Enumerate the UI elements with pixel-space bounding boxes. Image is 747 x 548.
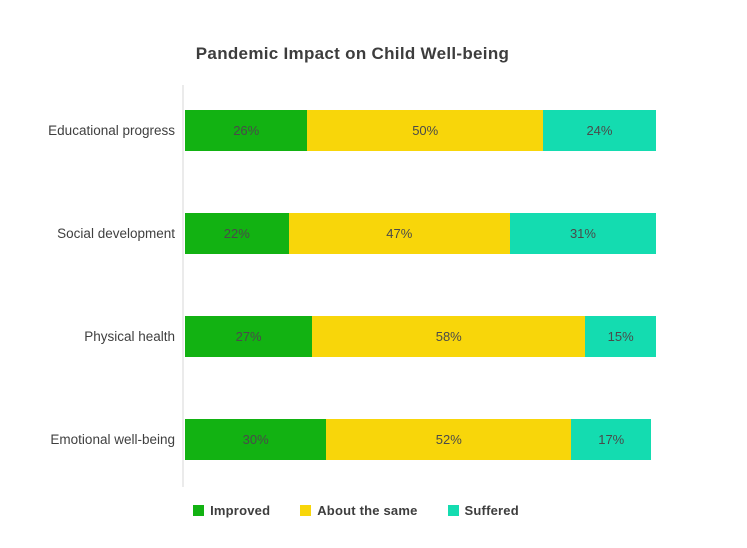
bar-track: 27% 58% 15% (185, 316, 656, 357)
legend-swatch-icon (193, 505, 205, 516)
bar-segment-about-the-same[interactable]: 52% (326, 419, 572, 460)
legend-item-suffered[interactable]: Suffered (447, 503, 519, 518)
legend-label: Improved (210, 503, 271, 518)
bar-track: 26% 50% 24% (185, 110, 656, 151)
category-label: Physical health (84, 329, 175, 344)
bar-segment-improved[interactable]: 22% (185, 213, 289, 254)
category-label: Educational progress (48, 123, 175, 138)
bar-row: Emotional well-being 30% 52% 17% (0, 419, 656, 460)
legend-item-about-the-same[interactable]: About the same (300, 503, 417, 518)
bar-segment-suffered[interactable]: 17% (571, 419, 652, 460)
legend: Improved About the same Suffered (0, 503, 712, 518)
bar-segment-improved[interactable]: 26% (185, 110, 308, 151)
bar-segment-about-the-same[interactable]: 58% (312, 316, 586, 357)
legend-swatch-icon (300, 505, 312, 516)
bar-segment-about-the-same[interactable]: 50% (307, 110, 543, 151)
y-axis-line (182, 85, 184, 487)
bar-row: Educational progress 26% 50% 24% (0, 110, 656, 151)
bar-segment-about-the-same[interactable]: 47% (288, 213, 510, 254)
bar-segment-suffered[interactable]: 31% (509, 213, 656, 254)
legend-label: About the same (317, 503, 418, 518)
bar-row: Social development 22% 47% 31% (0, 213, 656, 254)
legend-item-improved[interactable]: Improved (193, 503, 270, 518)
bar-segment-suffered[interactable]: 15% (585, 316, 656, 357)
category-label: Social development (57, 226, 175, 241)
bar-row: Physical health 27% 58% 15% (0, 316, 656, 357)
chart-title: Pandemic Impact on Child Well-being (195, 44, 510, 63)
bar-segment-suffered[interactable]: 24% (542, 110, 656, 151)
bar-segment-improved[interactable]: 30% (185, 419, 327, 460)
category-label: Emotional well-being (50, 432, 175, 447)
bar-track: 22% 47% 31% (185, 213, 656, 254)
legend-swatch-icon (447, 505, 459, 516)
bar-track: 30% 52% 17% (185, 419, 656, 460)
bar-segment-improved[interactable]: 27% (185, 316, 313, 357)
legend-label: Suffered (464, 503, 519, 518)
